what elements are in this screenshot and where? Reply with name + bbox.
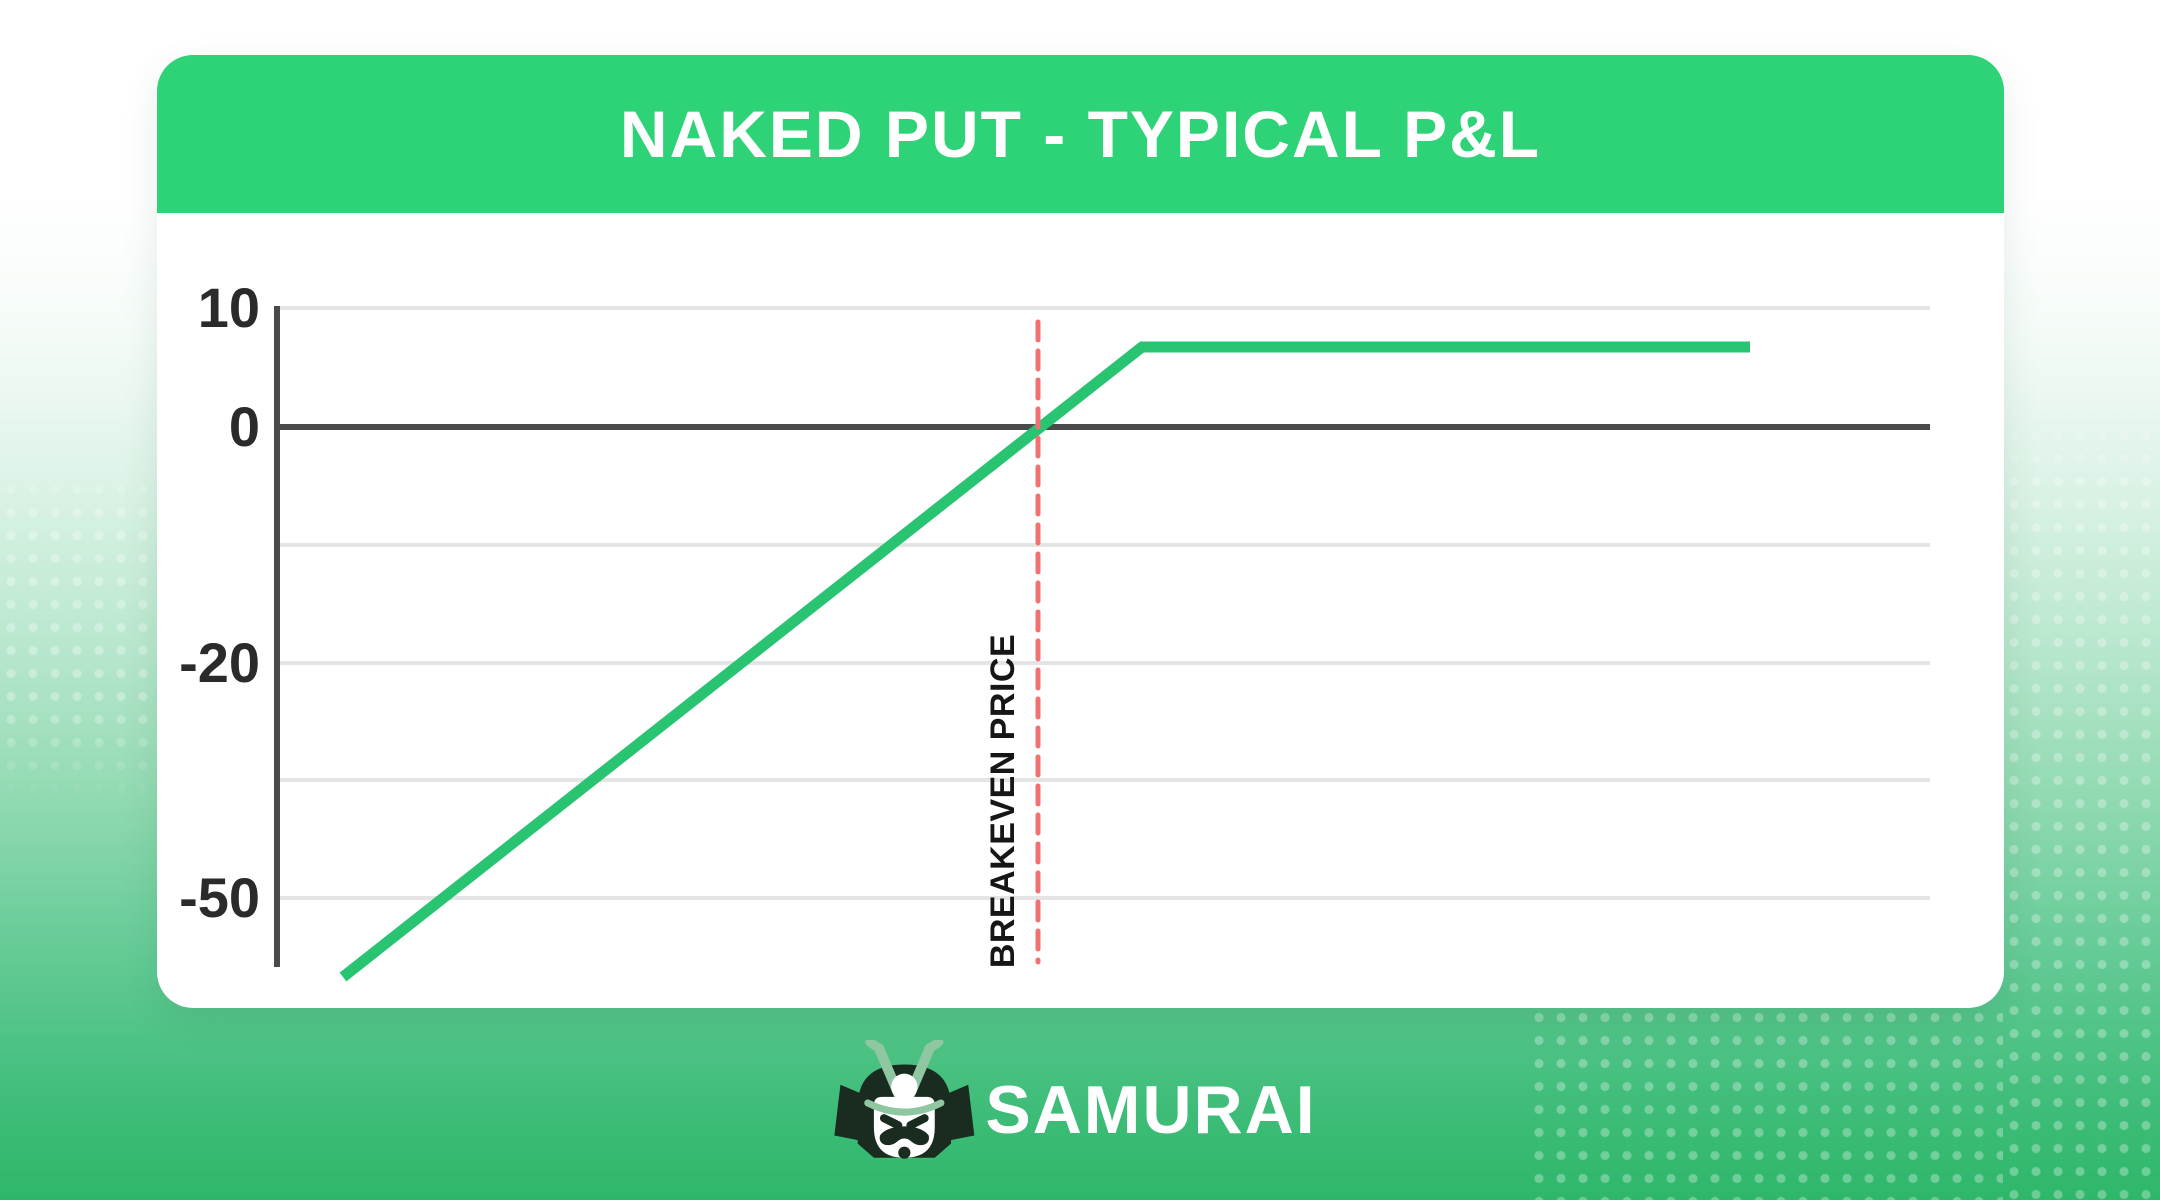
chart-title: NAKED PUT - TYPICAL P&L [619,97,1542,171]
brand-name: SAMURAI [985,1072,1317,1148]
background-dots-right [2003,378,2160,1200]
background-dots-left [0,455,157,805]
chart-header: NAKED PUT - TYPICAL P&L [157,55,2004,213]
background-dots-bottom-right [1528,1006,2003,1200]
brand-logo: SAMURAI [833,1040,1316,1166]
chart-card: NAKED PUT - TYPICAL P&L [157,55,2004,1008]
samurai-helmet-icon [834,1040,975,1159]
